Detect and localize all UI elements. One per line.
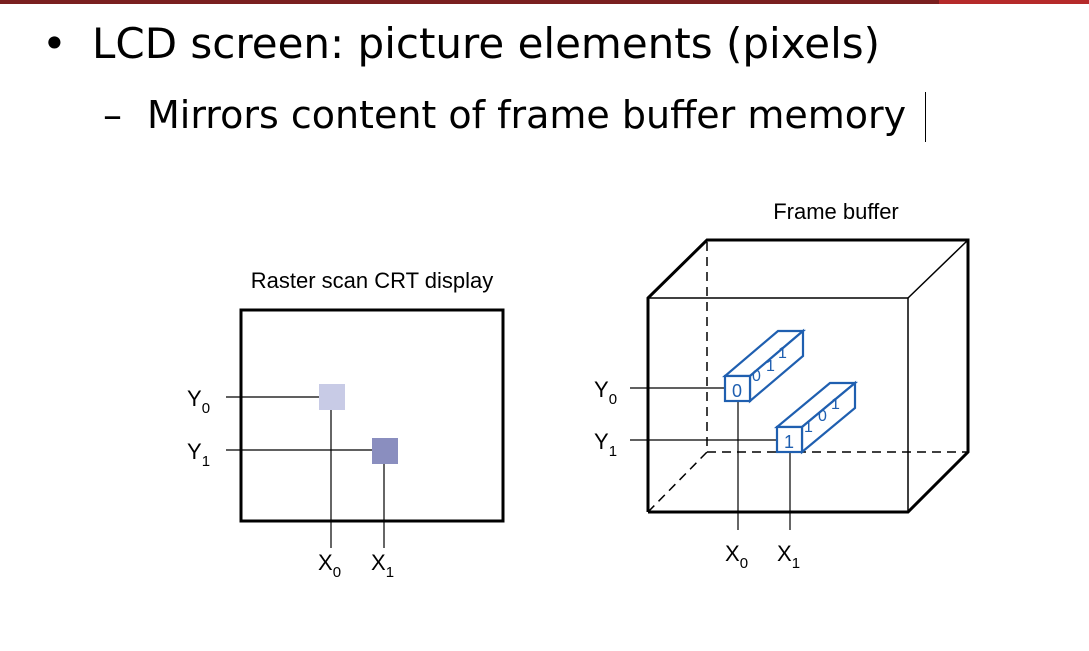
slide-header-bar <box>0 0 1089 4</box>
fb-cell1-front-bit: 1 <box>784 432 794 452</box>
sub-bullet-point: – Mirrors content of frame buffer memory <box>103 90 906 140</box>
frame-buffer-title: Frame buffer <box>773 199 899 224</box>
fb-cell0-bit-a: 0 <box>752 368 761 385</box>
frame-buffer-figure: Frame buffer 0 0 1 1 1 <box>594 199 970 572</box>
sub-bullet-text: Mirrors content of frame buffer memory <box>147 93 907 137</box>
fb-top-right-depth-edge <box>907 239 969 299</box>
text-cursor <box>925 92 926 142</box>
fb-hidden-depth-edge <box>647 451 708 513</box>
fb-cell1-front <box>775 425 804 454</box>
fb-cell0-bit-c: 1 <box>778 345 787 362</box>
crt-screen <box>239 308 505 523</box>
crt-x0-label: X0 <box>318 550 341 581</box>
fb-cell0-bit-b: 1 <box>766 358 775 375</box>
fb-pixel-cell-0: 0 0 1 1 <box>722 328 806 404</box>
fb-y1-label: Y1 <box>594 429 617 460</box>
crt-y1-label: Y1 <box>187 439 210 470</box>
fb-cell0-front-bit: 0 <box>732 381 742 401</box>
bullet-dot: • <box>42 19 67 68</box>
sub-bullet-dash: – <box>103 93 122 137</box>
fb-x1-label: X1 <box>777 541 800 572</box>
bullet-text: LCD screen: picture elements (pixels) <box>92 19 881 68</box>
crt-x1-label: X1 <box>371 550 394 581</box>
fb-cell1-bit-c: 1 <box>831 396 840 413</box>
crt-display-figure: Raster scan CRT display Y0 Y1 X0 X1 <box>187 268 505 581</box>
fb-pixel-cell-1: 1 1 0 1 <box>773 380 859 455</box>
fb-cell0-front <box>723 374 752 403</box>
slide-header-accent <box>939 0 1089 4</box>
bullet-point: • LCD screen: picture elements (pixels) <box>42 18 880 70</box>
crt-pixel-1 <box>372 438 398 464</box>
fb-box-outline <box>646 238 970 514</box>
crt-y0-label: Y0 <box>187 386 210 417</box>
fb-cell1-bit-a: 1 <box>804 419 813 436</box>
crt-title: Raster scan CRT display <box>251 268 494 293</box>
fb-y0-label: Y0 <box>594 377 617 408</box>
fb-x0-label: X0 <box>725 541 748 572</box>
crt-pixel-0 <box>319 384 345 410</box>
fb-cell1-bit-b: 0 <box>818 408 827 425</box>
